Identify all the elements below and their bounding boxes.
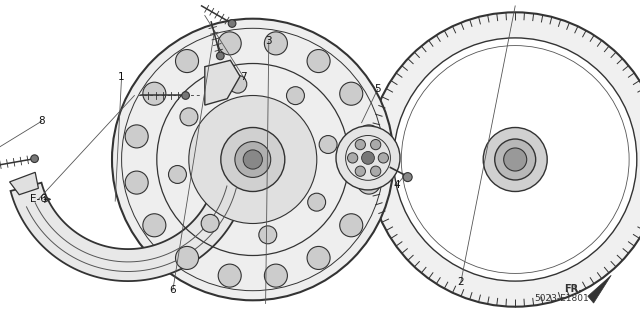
Ellipse shape bbox=[355, 166, 365, 176]
Ellipse shape bbox=[362, 152, 374, 164]
Ellipse shape bbox=[368, 12, 640, 307]
Ellipse shape bbox=[348, 153, 358, 163]
Ellipse shape bbox=[221, 128, 285, 191]
Polygon shape bbox=[10, 172, 38, 195]
Ellipse shape bbox=[168, 166, 186, 183]
Ellipse shape bbox=[355, 139, 365, 150]
Ellipse shape bbox=[483, 128, 547, 191]
Text: 2: 2 bbox=[458, 277, 464, 287]
Polygon shape bbox=[588, 275, 611, 303]
Ellipse shape bbox=[371, 139, 381, 150]
Ellipse shape bbox=[259, 226, 276, 244]
Text: 3: 3 bbox=[266, 36, 272, 47]
Ellipse shape bbox=[340, 82, 363, 105]
Text: 7: 7 bbox=[240, 71, 246, 82]
Ellipse shape bbox=[336, 126, 400, 190]
Ellipse shape bbox=[180, 108, 198, 126]
Ellipse shape bbox=[340, 214, 363, 237]
Ellipse shape bbox=[264, 32, 287, 55]
Text: 5: 5 bbox=[374, 84, 381, 94]
Text: 5023-E1801: 5023-E1801 bbox=[534, 294, 589, 303]
Ellipse shape bbox=[357, 125, 380, 148]
Ellipse shape bbox=[218, 32, 241, 55]
Ellipse shape bbox=[175, 246, 198, 270]
Text: 4: 4 bbox=[394, 180, 400, 190]
Ellipse shape bbox=[235, 142, 271, 177]
Ellipse shape bbox=[357, 171, 380, 194]
Ellipse shape bbox=[495, 139, 536, 180]
Ellipse shape bbox=[182, 92, 189, 99]
Ellipse shape bbox=[378, 153, 388, 163]
Text: 6: 6 bbox=[170, 285, 176, 295]
Polygon shape bbox=[10, 167, 249, 281]
Ellipse shape bbox=[143, 82, 166, 105]
Ellipse shape bbox=[243, 150, 262, 169]
Ellipse shape bbox=[371, 166, 381, 176]
Text: FR.: FR. bbox=[564, 284, 582, 294]
Text: 1: 1 bbox=[118, 71, 125, 82]
Ellipse shape bbox=[308, 193, 326, 211]
Ellipse shape bbox=[403, 173, 412, 182]
Polygon shape bbox=[205, 60, 240, 105]
Ellipse shape bbox=[216, 52, 224, 60]
Ellipse shape bbox=[189, 95, 317, 224]
Ellipse shape bbox=[112, 19, 394, 300]
Ellipse shape bbox=[287, 87, 305, 105]
Ellipse shape bbox=[228, 20, 236, 27]
Ellipse shape bbox=[307, 246, 330, 270]
Ellipse shape bbox=[504, 148, 527, 171]
Ellipse shape bbox=[264, 264, 287, 287]
Ellipse shape bbox=[229, 75, 247, 93]
Ellipse shape bbox=[31, 155, 38, 162]
Ellipse shape bbox=[394, 38, 637, 281]
Ellipse shape bbox=[218, 264, 241, 287]
Ellipse shape bbox=[125, 125, 148, 148]
Ellipse shape bbox=[201, 214, 219, 232]
Ellipse shape bbox=[307, 49, 330, 73]
Text: E-6: E-6 bbox=[30, 194, 47, 204]
Ellipse shape bbox=[175, 49, 198, 73]
Ellipse shape bbox=[125, 171, 148, 194]
Ellipse shape bbox=[319, 136, 337, 153]
Ellipse shape bbox=[143, 214, 166, 237]
Text: 8: 8 bbox=[38, 116, 45, 126]
